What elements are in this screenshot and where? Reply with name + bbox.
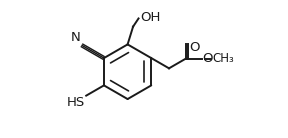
Text: CH₃: CH₃ [213,52,234,65]
Text: O: O [189,41,200,54]
Text: N: N [70,31,80,44]
Text: OH: OH [140,11,160,24]
Text: O: O [203,52,213,65]
Text: HS: HS [67,96,85,109]
